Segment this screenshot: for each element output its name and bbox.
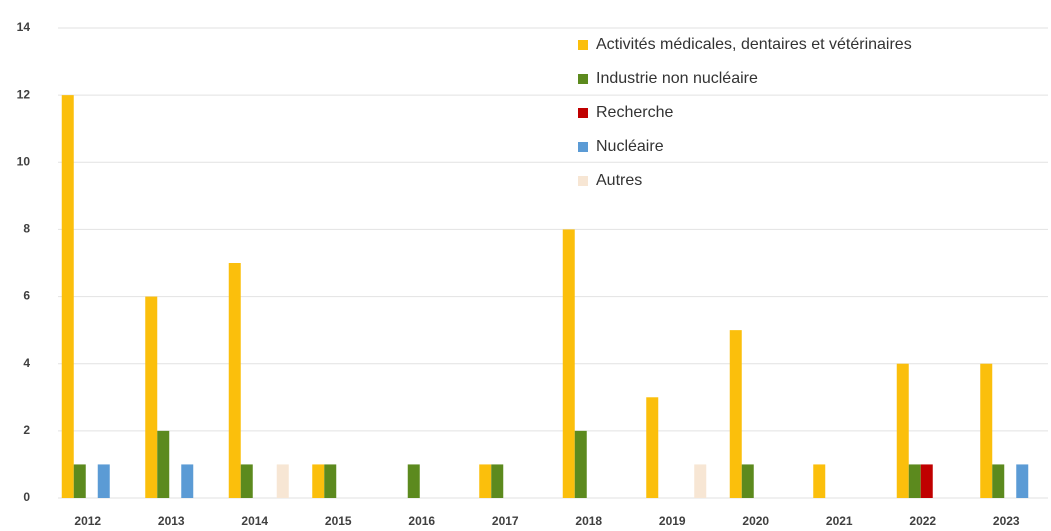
x-tick-label: 2017 (492, 514, 519, 528)
legend-swatch (578, 40, 588, 50)
x-tick-label: 2016 (408, 514, 435, 528)
bar (562, 229, 575, 498)
bar (240, 464, 253, 498)
bar (694, 464, 707, 498)
bar (61, 95, 74, 499)
x-tick-label: 2015 (325, 514, 352, 528)
bar (228, 263, 241, 498)
x-tick-label: 2021 (826, 514, 853, 528)
x-tick-label: 2014 (241, 514, 268, 528)
legend-label: Activités médicales, dentaires et vétéri… (596, 36, 912, 53)
bar (491, 464, 504, 498)
legend-swatch (578, 74, 588, 84)
bar (407, 464, 420, 498)
legend-label: Nucléaire (596, 138, 664, 155)
x-tick-label: 2019 (659, 514, 686, 528)
legend-label: Industrie non nucléaire (596, 70, 758, 87)
bar (181, 464, 194, 498)
y-tick-label: 0 (23, 490, 30, 504)
bar (324, 464, 337, 498)
bar (896, 363, 909, 498)
bar (479, 464, 492, 498)
bar (980, 363, 993, 498)
bar (920, 464, 933, 498)
legend-swatch (578, 142, 588, 152)
y-tick-label: 10 (17, 154, 31, 168)
legend-label: Recherche (596, 104, 673, 121)
y-tick-label: 14 (17, 20, 31, 34)
x-tick-label: 2022 (909, 514, 936, 528)
y-tick-label: 6 (23, 289, 30, 303)
bar (1016, 464, 1029, 498)
x-tick-label: 2018 (575, 514, 602, 528)
x-tick-label: 2023 (993, 514, 1020, 528)
bar (992, 464, 1005, 498)
bar (157, 430, 170, 498)
bar (646, 397, 659, 498)
y-tick-label: 8 (23, 222, 30, 236)
legend-swatch (578, 108, 588, 118)
y-tick-label: 12 (17, 87, 31, 101)
bar (741, 464, 754, 498)
bar (813, 464, 826, 498)
legend-label: Autres (596, 172, 642, 189)
y-tick-label: 2 (23, 423, 30, 437)
bar (97, 464, 110, 498)
bar (908, 464, 921, 498)
bar (73, 464, 86, 498)
legend-swatch (578, 176, 588, 186)
y-tick-label: 4 (23, 356, 30, 370)
x-tick-label: 2012 (74, 514, 101, 528)
x-tick-label: 2013 (158, 514, 185, 528)
bar (729, 330, 742, 498)
bar (145, 296, 158, 498)
bar (276, 464, 289, 498)
bar (574, 430, 587, 498)
x-tick-label: 2020 (742, 514, 769, 528)
bar (312, 464, 325, 498)
